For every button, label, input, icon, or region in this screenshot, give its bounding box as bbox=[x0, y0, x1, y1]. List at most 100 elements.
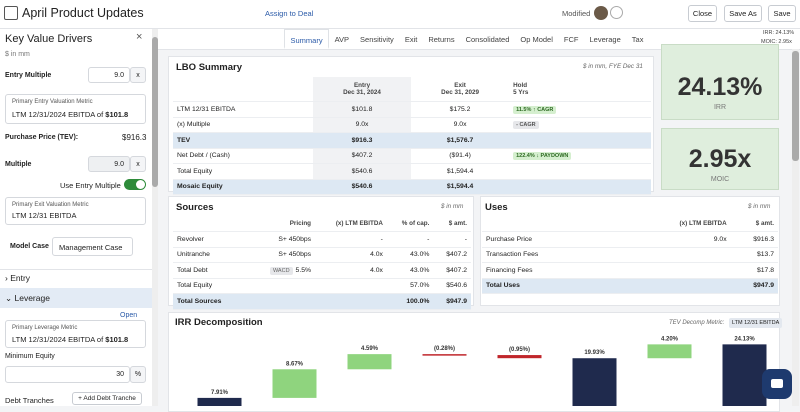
input[interactable]: 30 bbox=[5, 366, 130, 383]
entry-cell: $540.6 bbox=[313, 163, 412, 180]
value: 100.0% bbox=[406, 297, 430, 305]
tab[interactable]: AVP bbox=[334, 35, 350, 44]
section-title[interactable]: ⌄ Leverage bbox=[5, 293, 50, 303]
close-icon[interactable]: × bbox=[136, 31, 143, 43]
lbo-table: Entry Dec 31, 2024 Exit Dec 31, 2029 Hold 5 Y… bbox=[173, 77, 651, 195]
exit-cell: $1,576.7 bbox=[411, 132, 510, 149]
input[interactable]: 9.0 bbox=[88, 67, 130, 83]
row: Transaction Fees $13.7 bbox=[482, 247, 778, 263]
avatar[interactable] bbox=[594, 6, 608, 20]
ltm-cell: 4.0x bbox=[315, 247, 387, 263]
label-cell: Revolver bbox=[173, 231, 251, 248]
header-cell bbox=[173, 215, 251, 232]
label: Use Entry Multiple bbox=[60, 181, 121, 190]
save-button[interactable]: Save bbox=[768, 5, 796, 22]
kpi-card: 24.13% IRR bbox=[661, 44, 779, 120]
section[interactable] bbox=[0, 269, 152, 288]
unit-box: % bbox=[130, 366, 146, 383]
value: $916.3 bbox=[753, 235, 774, 243]
add-button[interactable]: + Add Debt Tranche bbox=[72, 392, 142, 405]
label-cell: TEV bbox=[173, 132, 313, 149]
row: Unitranche S+ 450bps 4.0x 43.0% $407.2 bbox=[173, 247, 471, 263]
value: LTM 12/31/2024 EBITDA bbox=[12, 335, 95, 344]
moic-small: MOIC: 2.95x bbox=[761, 39, 792, 45]
waterfall-bar bbox=[197, 397, 242, 406]
value: 24.13% bbox=[775, 30, 795, 36]
hold-cell: 122.4% ↓ PAYDOWN bbox=[509, 148, 651, 164]
hold-cell: - CAGR bbox=[509, 117, 651, 133]
assign-button[interactable]: Assign to Deal bbox=[265, 9, 314, 18]
tab[interactable]: Sensitivity bbox=[360, 35, 394, 44]
entry-cell: 9.0x bbox=[313, 117, 412, 133]
label: Purchase Price (TEV): bbox=[5, 134, 79, 141]
pct-cell: - bbox=[386, 231, 434, 248]
toggle[interactable] bbox=[124, 179, 146, 190]
waterfall-bar bbox=[572, 358, 617, 406]
entry-cell: $916.3 bbox=[313, 132, 412, 149]
tab[interactable]: Returns bbox=[428, 35, 455, 44]
metric-box[interactable] bbox=[5, 94, 146, 124]
tab[interactable]: Exit bbox=[404, 35, 418, 44]
header-cell: % of cap. bbox=[386, 215, 434, 232]
text: of bbox=[96, 110, 104, 119]
close-button[interactable]: Close bbox=[688, 5, 717, 22]
tab[interactable]: Leverage bbox=[589, 35, 621, 44]
metric-box[interactable] bbox=[5, 320, 146, 348]
label: TEV Decomp Metric: bbox=[669, 320, 725, 326]
amt-cell: $407.2 bbox=[433, 247, 471, 263]
doc-title[interactable]: April Product Updates bbox=[22, 6, 144, 20]
value: $407.2 bbox=[446, 251, 467, 259]
unit: $ in mm bbox=[5, 51, 30, 58]
data-label: 4.20% bbox=[661, 336, 679, 342]
section-active[interactable] bbox=[0, 288, 152, 308]
badge: 11.5% ↑ CAGR bbox=[513, 105, 557, 114]
header-row: Pricing (x) LTM EBITDA% of cap. $ amt. bbox=[173, 215, 471, 232]
pricing-cell: WACD 5.5% bbox=[251, 262, 316, 279]
ltm-cell bbox=[315, 293, 387, 310]
row: Total Uses $947.9 bbox=[482, 278, 778, 294]
chat-button[interactable] bbox=[762, 369, 792, 399]
metric-box[interactable] bbox=[5, 197, 146, 225]
ltm-cell: - bbox=[315, 231, 387, 248]
badge: - CAGR bbox=[513, 121, 539, 130]
metric-chip[interactable]: LTM 12/31 EBITDA bbox=[729, 318, 783, 328]
select[interactable]: Management Case bbox=[52, 237, 133, 256]
tab[interactable]: Tax bbox=[631, 35, 644, 44]
main-scrollbar[interactable] bbox=[792, 49, 799, 406]
label: IRR: bbox=[763, 30, 774, 36]
amt-cell: $407.2 bbox=[433, 262, 471, 279]
save-as-button[interactable]: Save As bbox=[724, 5, 762, 22]
row: Net Debt / (Cash) $407.2 ($91.4) 122.4% ↓ P… bbox=[173, 148, 651, 164]
amt-cell: $947.9 bbox=[433, 293, 471, 310]
header-cell: $ amt. bbox=[433, 215, 471, 232]
label-cell: Transaction Fees bbox=[482, 247, 640, 263]
row: TEV $916.3 $1,576.7 bbox=[173, 132, 651, 149]
text: of bbox=[96, 335, 104, 344]
waterfall-bar bbox=[422, 354, 467, 356]
badge: 122.4% ↓ PAYDOWN bbox=[513, 152, 572, 161]
header-row: Entry Dec 31, 2024 Exit Dec 31, 2029 Hold 5 Y… bbox=[173, 77, 651, 102]
open-link[interactable]: Open bbox=[120, 312, 138, 319]
value: $101.8 bbox=[105, 335, 129, 344]
value: 4.0x bbox=[370, 266, 383, 274]
hold-cell bbox=[509, 179, 651, 195]
ltm-cell bbox=[640, 247, 731, 263]
input[interactable]: 9.0 bbox=[88, 156, 130, 172]
sidebar-scrollbar[interactable] bbox=[152, 29, 158, 406]
value: - bbox=[380, 235, 383, 243]
waterfall-bar bbox=[272, 369, 317, 398]
value: - bbox=[464, 235, 467, 243]
tab[interactable]: Op Model bbox=[520, 35, 553, 44]
tab[interactable]: FCF bbox=[563, 35, 579, 44]
label-cell: Total Debt bbox=[173, 262, 251, 279]
value: 5.5% bbox=[295, 266, 312, 274]
kpi-card: 2.95x MOIC bbox=[661, 128, 779, 190]
logo[interactable] bbox=[4, 6, 18, 20]
add-user[interactable] bbox=[610, 6, 623, 19]
tab[interactable]: Summary bbox=[284, 29, 330, 49]
tab[interactable]: Consolidated bbox=[465, 35, 510, 44]
row: Total Equity $540.6 $1,594.4 bbox=[173, 163, 651, 180]
value: LTM 12/31/2024 EBITDA bbox=[12, 110, 95, 119]
section-title[interactable]: › Entry bbox=[5, 273, 31, 283]
amt-cell: $916.3 bbox=[730, 231, 778, 248]
